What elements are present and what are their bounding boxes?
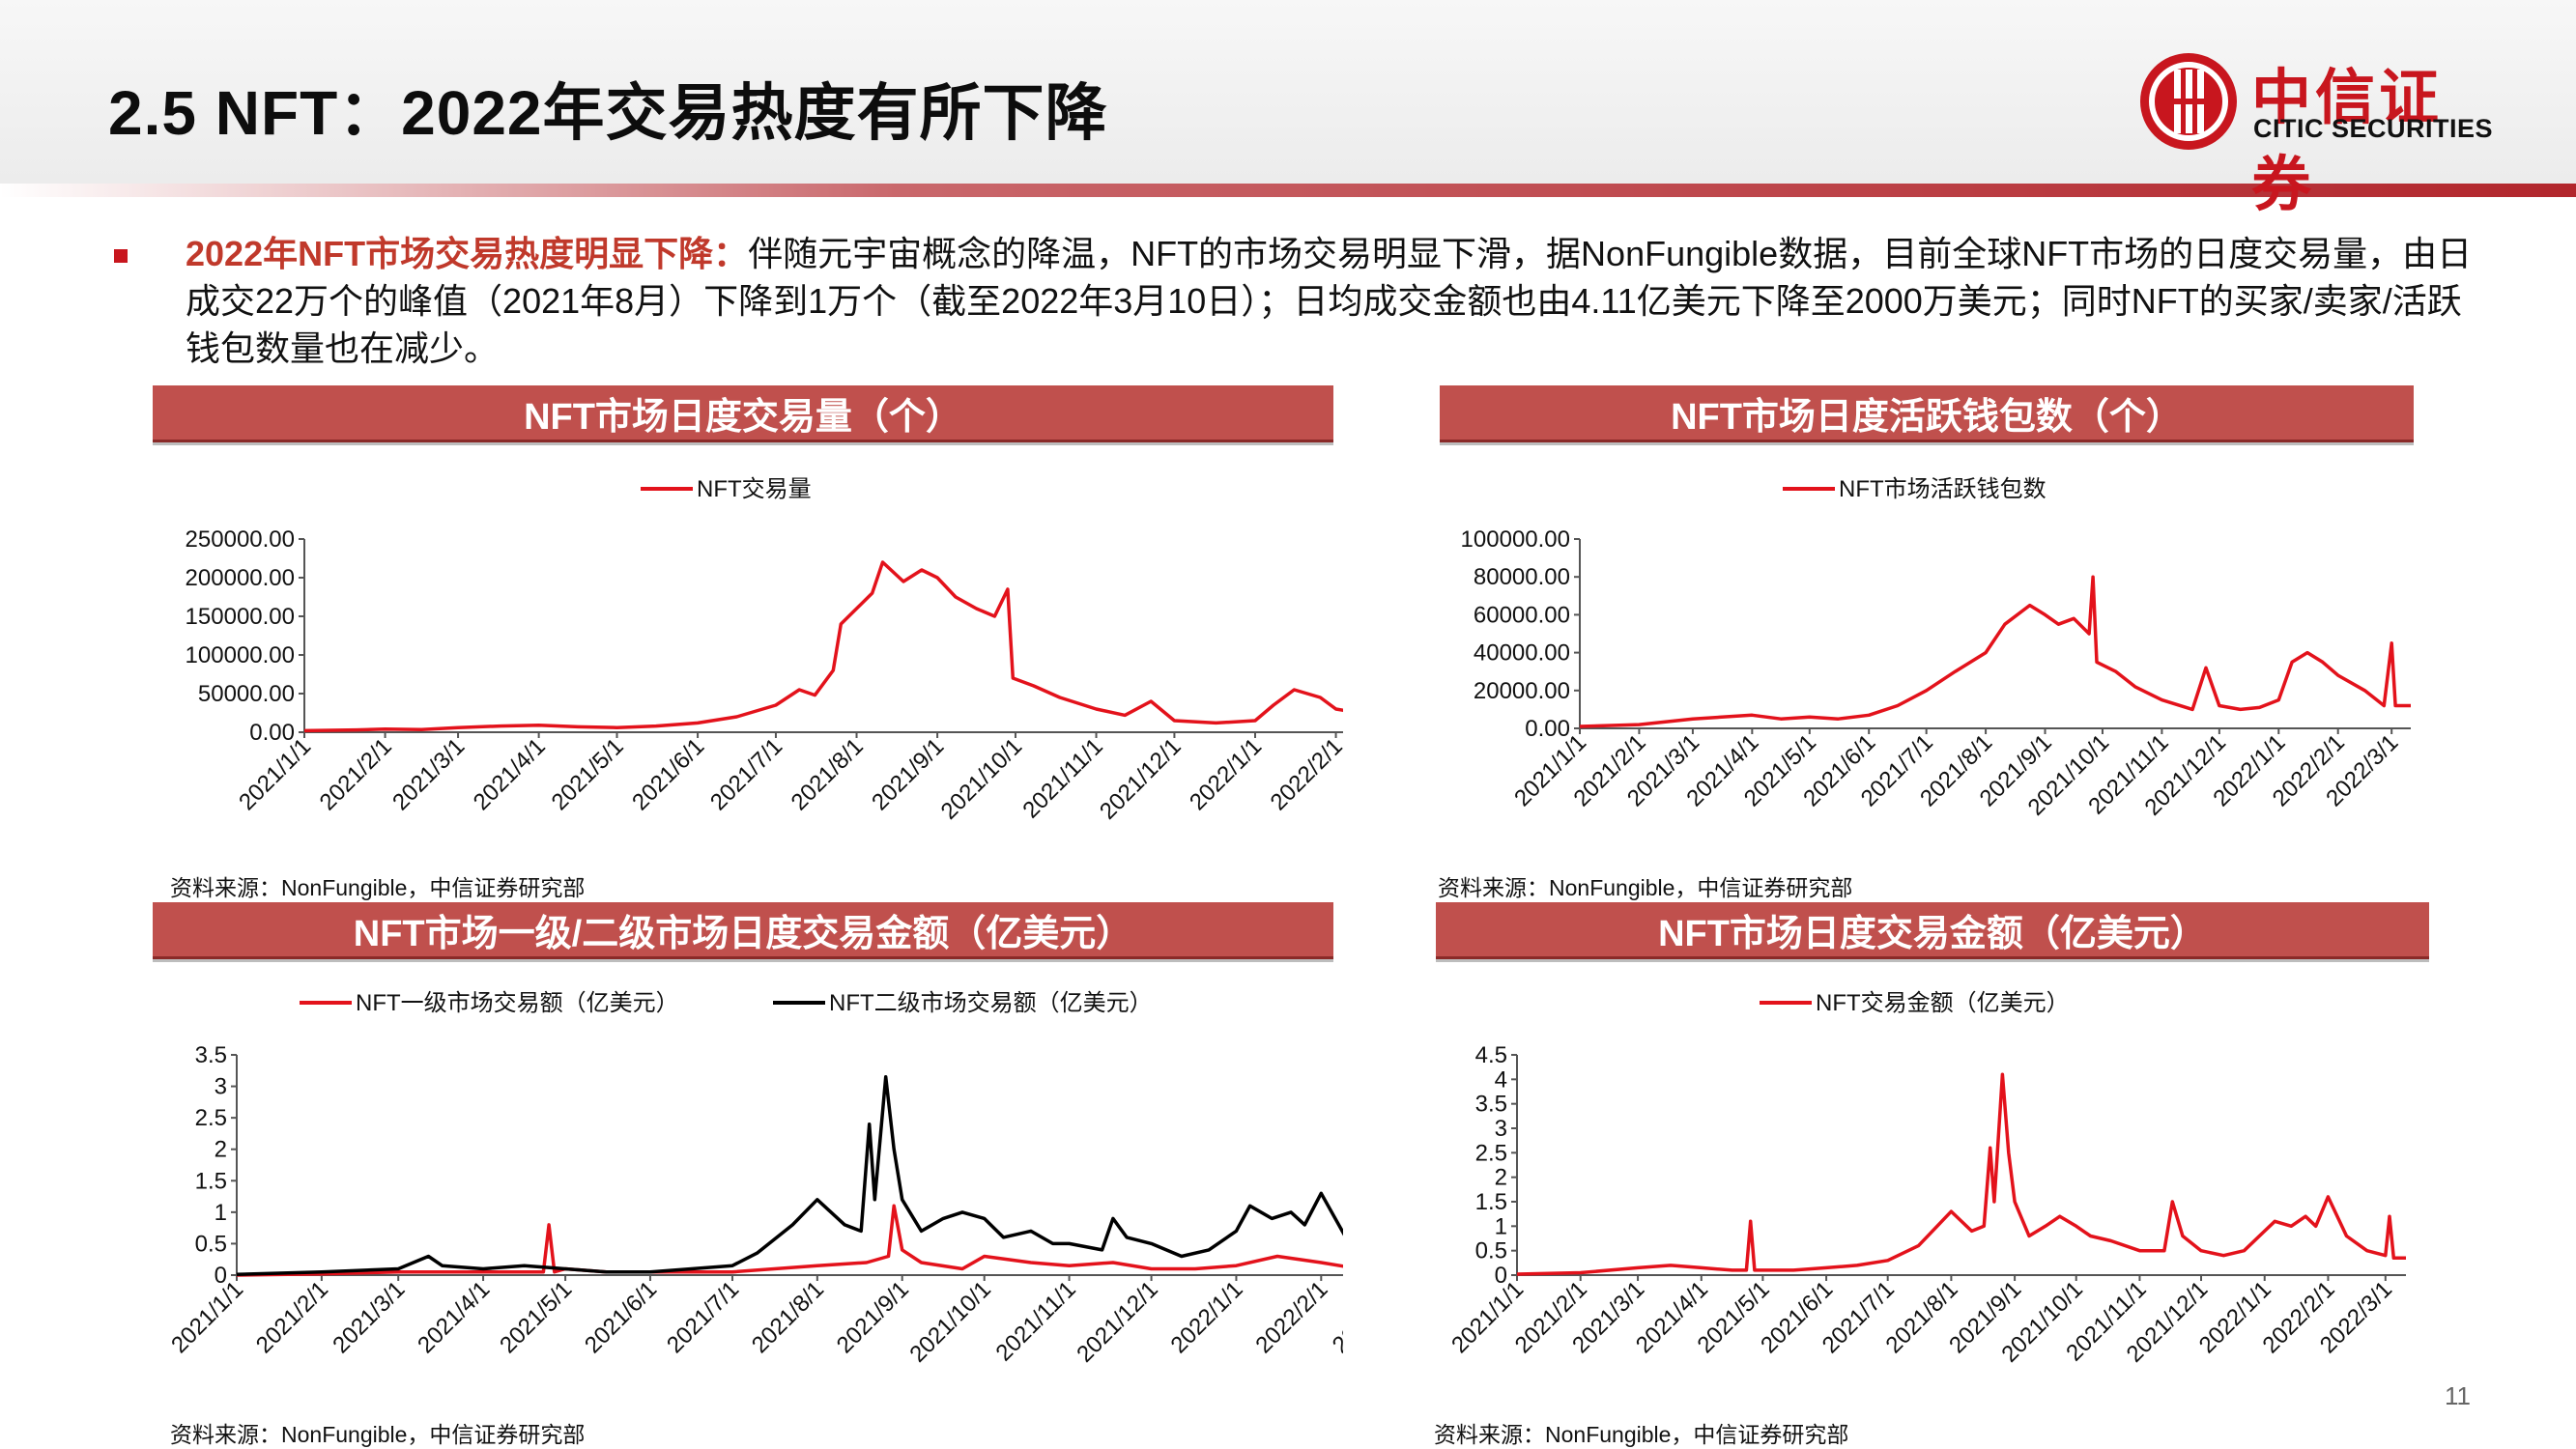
y-tick-label: 0.00 <box>1525 716 1570 742</box>
x-tick-label: 2022/2/1 <box>1266 733 1343 815</box>
panel-title-wallets: NFT市场日度活跃钱包数（个） <box>1440 385 2414 442</box>
x-tick-label: 2021/2/1 <box>251 1276 333 1358</box>
x-tick-label: 2022/2/1 <box>1250 1276 1332 1358</box>
x-tick-label: 2021/11/1 <box>1017 733 1107 823</box>
bullet-square-icon <box>114 249 128 263</box>
x-tick-label: 2021/4/1 <box>469 733 551 815</box>
legend-label: NFT一级市场交易额（亿美元） <box>356 990 679 1016</box>
y-tick-label: 250000.00 <box>186 526 295 553</box>
x-tick-label: 2021/8/1 <box>787 733 869 815</box>
x-tick-label: 2021/7/1 <box>662 1276 744 1358</box>
citic-logo: 中信证券 CITIC SECURITIES <box>2135 44 2503 218</box>
summary-paragraph: 2022年NFT市场交易热度明显下降：伴随元宇宙概念的降温，NFT的市场交易明显… <box>186 230 2476 372</box>
series-line <box>1579 575 2411 728</box>
x-tick-label: 2021/3/1 <box>328 1276 410 1358</box>
y-tick-label: 20000.00 <box>1474 678 1570 704</box>
legend-label: NFT交易量 <box>697 476 812 502</box>
x-tick-label: 2021/2/1 <box>315 733 397 815</box>
chart-nft-volume: NFT交易量 0.00 50000.00 100000.00 150000.00 2000… <box>186 476 1343 825</box>
x-tick-label: 2022/1/1 <box>1185 733 1267 815</box>
x-tick-label: 2021/10/1 <box>936 733 1028 825</box>
panel-title-trade-amount: NFT市场日度交易金额（亿美元） <box>1436 902 2429 959</box>
y-tick-label: 2.5 <box>195 1105 227 1131</box>
x-tick-label: 2021/6/1 <box>580 1276 662 1358</box>
source-note-primary-secondary: 资料来源：NonFungible，中信证券研究部 <box>170 1422 586 1447</box>
series-line <box>236 1204 1343 1277</box>
y-tick-label: 3.5 <box>1475 1092 1507 1118</box>
y-tick-label: 1 <box>215 1200 227 1226</box>
y-tick-label: 2.5 <box>1475 1140 1507 1166</box>
x-tick-label: 2021/1/1 <box>166 1276 248 1358</box>
y-tick-label: 1.5 <box>1475 1189 1507 1215</box>
y-tick-label: 40000.00 <box>1474 640 1570 667</box>
x-tick-label: 2021/8/1 <box>747 1276 829 1358</box>
panel-title-primary-secondary: NFT市场一级/二级市场日度交易金额（亿美元） <box>153 902 1333 959</box>
x-tick-label: 2021/5/1 <box>547 733 629 815</box>
y-tick-label: 80000.00 <box>1474 564 1570 590</box>
y-tick-label: 100000.00 <box>186 642 295 668</box>
y-tick-label: 2 <box>215 1137 227 1163</box>
chart-nft-trade-amount: NFT交易金额（亿美元）00.511.522.533.544.52021/1/1… <box>1446 990 2406 1368</box>
x-tick-label: 2022/3/1 <box>1328 1276 1343 1358</box>
y-tick-label: 0.5 <box>195 1231 227 1257</box>
source-note-trade-amount: 资料来源：NonFungible，中信证券研究部 <box>1434 1422 1849 1447</box>
x-tick-label: 2021/10/1 <box>904 1276 996 1368</box>
x-tick-label: 2022/1/1 <box>1166 1276 1248 1358</box>
y-tick-label: 200000.00 <box>186 565 295 591</box>
legend-label: NFT市场活跃钱包数 <box>1839 476 2046 502</box>
y-tick-label: 100000.00 <box>1461 526 1570 553</box>
citic-logo-icon <box>2140 53 2237 150</box>
legend-label: NFT二级市场交易额（亿美元） <box>829 990 1153 1016</box>
chart-nft-wallets: NFT市场活跃钱包数 0.00 20000.00 40000.00 60000.00 80… <box>1461 476 2411 821</box>
y-tick-label: 2 <box>1495 1165 1507 1191</box>
series-line <box>303 560 1343 733</box>
x-tick-label: 2021/4/1 <box>413 1276 495 1358</box>
x-tick-label: 2021/12/1 <box>1095 733 1187 825</box>
y-tick-label: 1.5 <box>195 1168 227 1194</box>
y-tick-label: 150000.00 <box>186 604 295 630</box>
legend-label: NFT交易金额（亿美元） <box>1816 990 2070 1016</box>
y-tick-label: 0.00 <box>249 720 295 746</box>
x-tick-label: 2021/11/1 <box>990 1276 1080 1366</box>
source-note-wallets: 资料来源：NonFungible，中信证券研究部 <box>1438 875 1853 900</box>
panel-title-volume: NFT市场日度交易量（个） <box>153 385 1333 442</box>
logo-english-name: CITIC SECURITIES <box>2253 114 2494 143</box>
y-tick-label: 1 <box>1495 1213 1507 1239</box>
chart-nft-primary-secondary: NFT一级市场交易额（亿美元） NFT二级市场交易额（亿美元） 0 0.5 1 1.5 2 2… <box>166 990 1343 1368</box>
x-tick-label: 2021/3/1 <box>387 733 470 815</box>
summary-highlight: 2022年NFT市场交易热度明显下降： <box>186 234 749 273</box>
x-tick-label: 2021/5/1 <box>495 1276 577 1358</box>
y-tick-label: 3 <box>215 1074 227 1100</box>
y-tick-label: 4.5 <box>1475 1042 1507 1068</box>
y-tick-label: 4 <box>1495 1066 1507 1093</box>
header-divider <box>0 184 2576 197</box>
x-tick-label: 2021/7/1 <box>705 733 787 815</box>
y-tick-label: 0.5 <box>1475 1238 1507 1264</box>
page-number: 11 <box>2445 1381 2471 1410</box>
x-tick-label: 2021/9/1 <box>832 1276 914 1358</box>
source-note-volume: 资料来源：NonFungible，中信证券研究部 <box>170 875 586 900</box>
y-tick-label: 3 <box>1495 1116 1507 1142</box>
y-tick-label: 50000.00 <box>198 681 295 707</box>
summary-text: 伴随元宇宙概念的降温，NFT的市场交易明显下滑，据NonFungible数据，目… <box>186 234 2473 368</box>
series-line <box>1516 1072 2406 1276</box>
y-tick-label: 0 <box>1495 1263 1507 1289</box>
y-tick-label: 60000.00 <box>1474 602 1570 628</box>
x-tick-label: 2021/6/1 <box>627 733 709 815</box>
x-tick-label: 2021/12/1 <box>1072 1276 1163 1368</box>
logo-chinese-name: 中信证券 <box>2251 65 2444 218</box>
x-tick-label: 2021/9/1 <box>867 733 949 815</box>
page-title: 2.5 NFT：2022年交易热度有所下降 <box>108 78 1108 148</box>
y-tick-label: 3.5 <box>195 1042 227 1068</box>
series-line <box>236 1075 1343 1277</box>
y-tick-label: 0 <box>215 1263 227 1289</box>
